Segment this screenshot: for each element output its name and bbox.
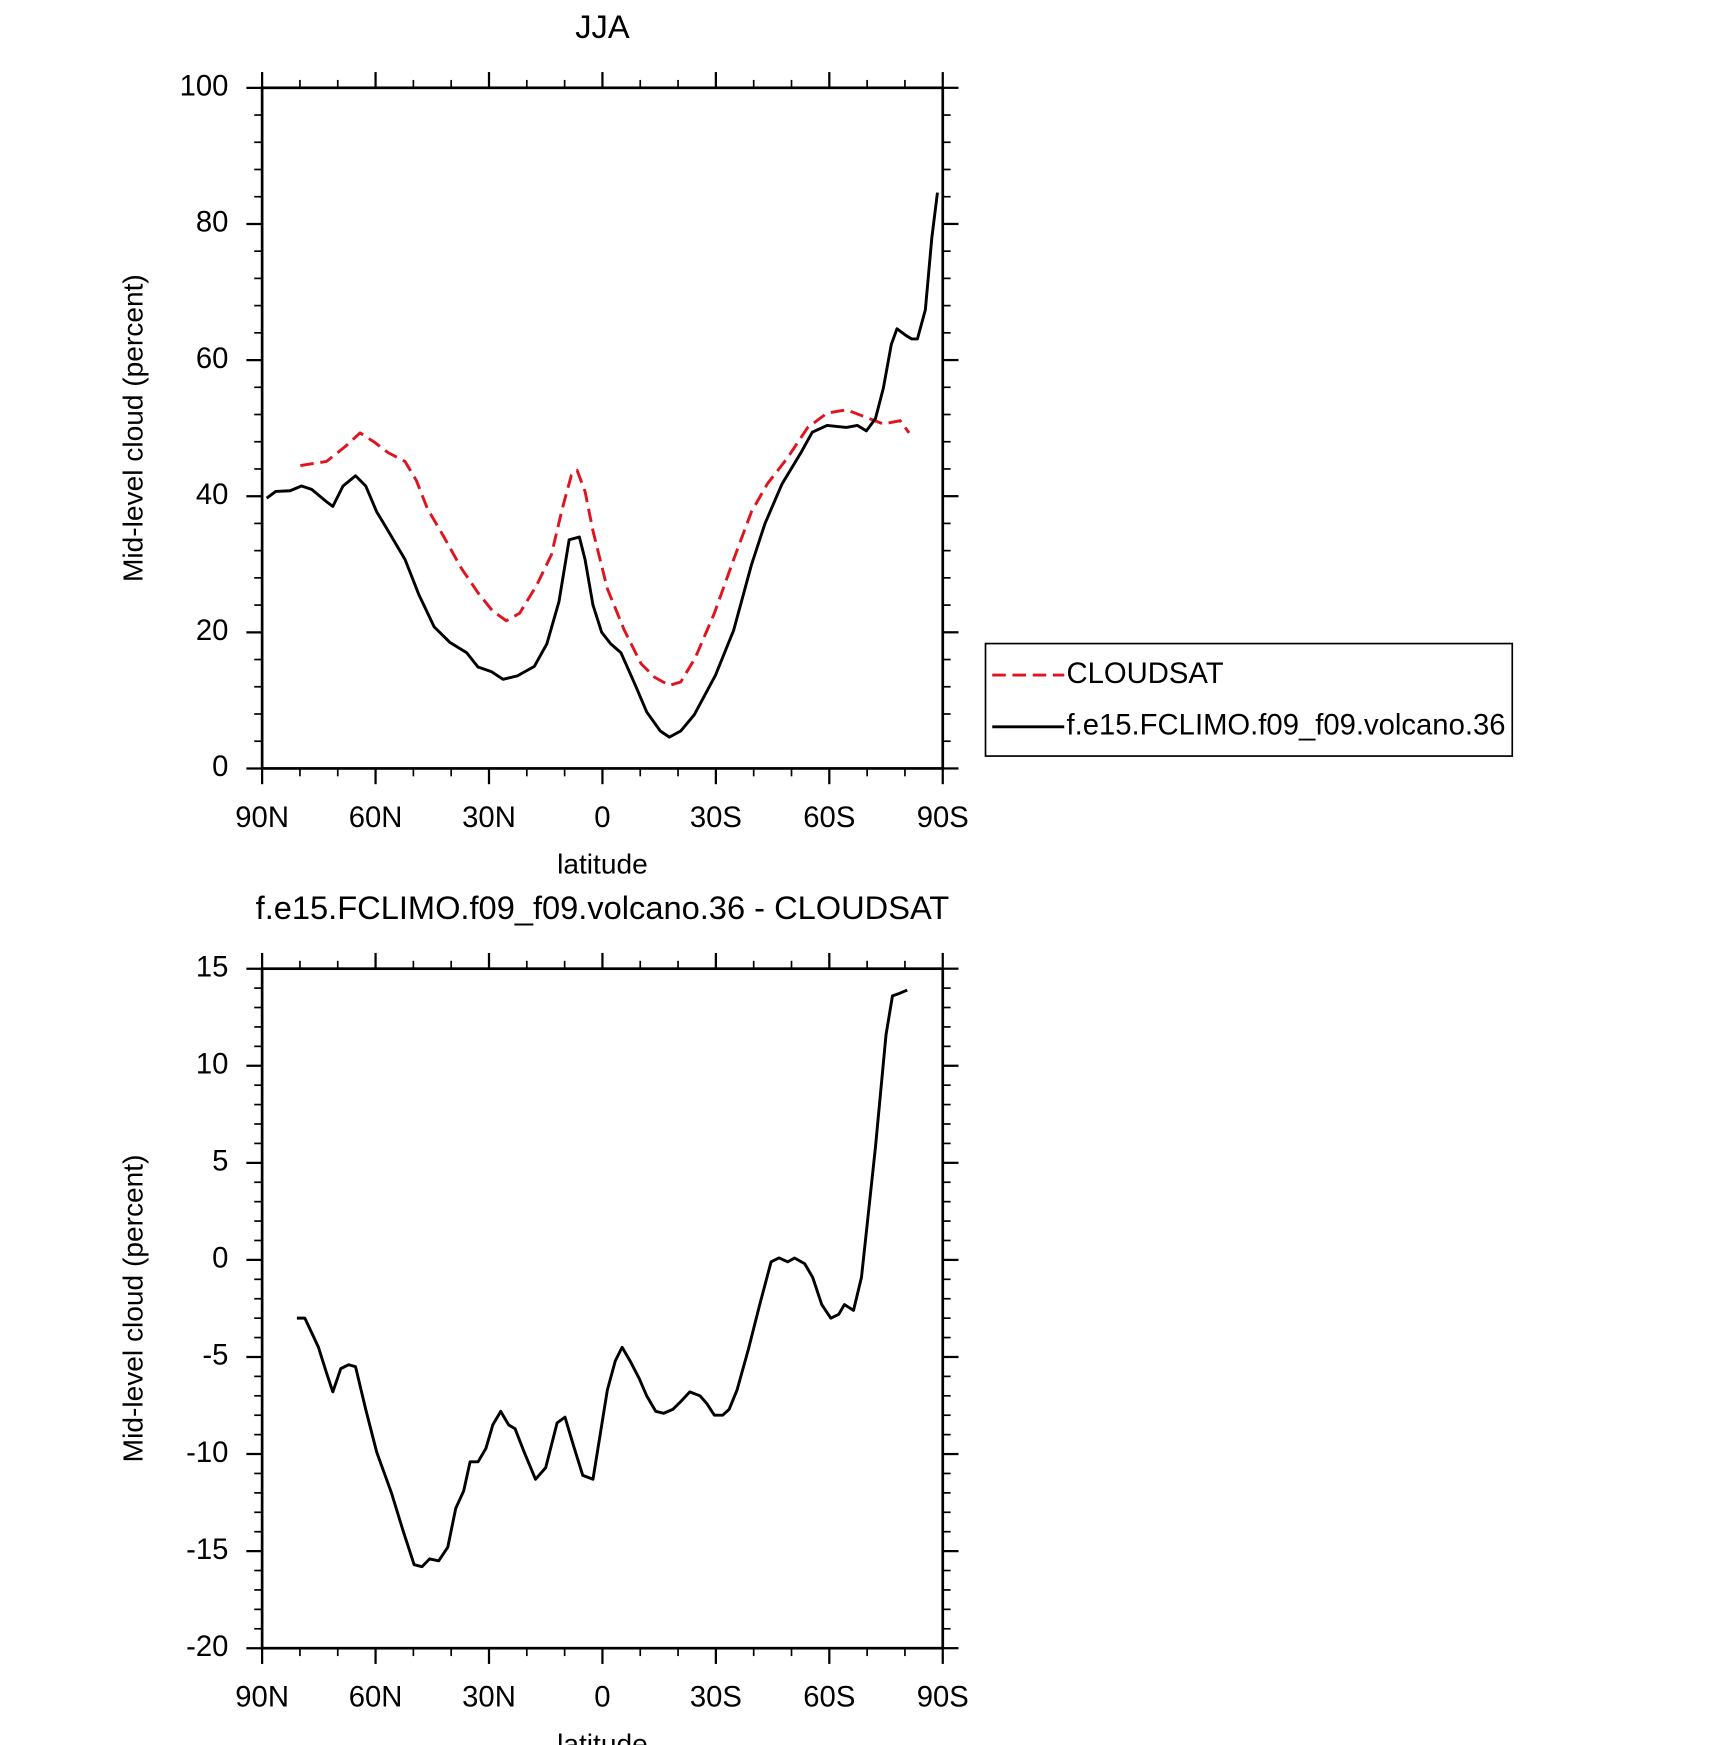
data-line: [300, 408, 911, 687]
x-tick-label: 0: [594, 802, 610, 834]
y-tick-label: -20: [186, 1631, 228, 1663]
legend-label: CLOUDSAT: [1067, 658, 1224, 690]
x-tick-label: 90N: [235, 1682, 289, 1714]
y-tick-label: 5: [212, 1146, 228, 1178]
x-tick-label: 30S: [690, 1682, 742, 1714]
data-line: [296, 988, 908, 1569]
chart-title: JJA: [575, 8, 630, 45]
x-tick-label: 90S: [917, 1682, 969, 1714]
x-tick-label: 30S: [690, 802, 742, 834]
x-tick-label: 60S: [803, 802, 855, 834]
y-tick-label: 0: [212, 1243, 228, 1275]
y-tick-label: 10: [196, 1048, 229, 1080]
y-tick-label: 40: [196, 479, 229, 511]
x-tick-label: 90S: [917, 802, 969, 834]
y-tick-label: 60: [196, 343, 229, 375]
y-tick-label: 20: [196, 615, 229, 647]
data-line: [265, 192, 939, 739]
y-tick-label: 80: [196, 207, 229, 239]
y-axis-label: Mid-level cloud (percent): [117, 1155, 148, 1463]
x-tick-label: 60N: [349, 1682, 403, 1714]
y-tick-label: 100: [180, 71, 229, 103]
legend-label: f.e15.FCLIMO.f09_f09.volcano.36: [1067, 710, 1506, 742]
plot-frame: [260, 967, 945, 1650]
x-tick-label: 90N: [235, 802, 289, 834]
x-tick-label: 30N: [462, 802, 516, 834]
x-tick-label: 60S: [803, 1682, 855, 1714]
y-tick-label: -15: [186, 1534, 228, 1566]
x-tick-label: 60N: [349, 802, 403, 834]
y-axis-label: Mid-level cloud (percent): [117, 274, 148, 582]
y-tick-label: 0: [212, 751, 228, 783]
chart-title: f.e15.FCLIMO.f09_f09.volcano.36 - CLOUDS…: [256, 889, 950, 926]
legend-box: [984, 642, 1514, 757]
y-tick-label: 15: [196, 951, 229, 983]
y-tick-label: -5: [202, 1340, 228, 1372]
x-tick-label: 30N: [462, 1682, 516, 1714]
x-axis-label: latitude: [557, 849, 648, 880]
plot-frame: [260, 86, 945, 770]
x-axis-label: latitude: [557, 1728, 648, 1745]
y-tick-label: -10: [186, 1437, 228, 1469]
x-tick-label: 0: [594, 1682, 610, 1714]
